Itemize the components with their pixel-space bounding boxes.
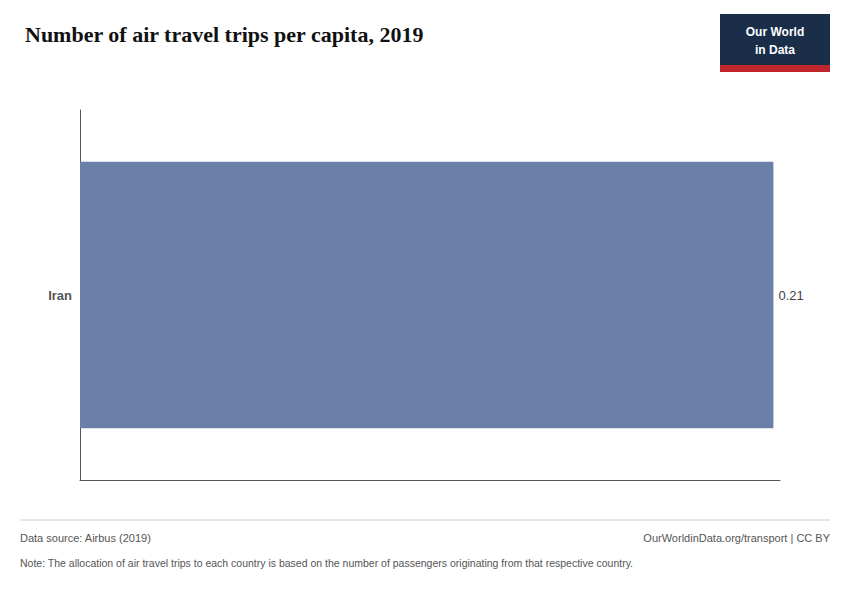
svg-text:Note: The allocation of air tr: Note: The allocation of air travel trips… xyxy=(20,557,633,569)
svg-text:0.21: 0.21 xyxy=(778,288,803,303)
svg-text:Number of air travel trips per: Number of air travel trips per capita, 2… xyxy=(25,22,423,47)
svg-text:Iran: Iran xyxy=(48,288,72,303)
svg-text:OurWorldinData.org/transport |: OurWorldinData.org/transport | CC BY xyxy=(643,532,830,544)
svg-text:in Data: in Data xyxy=(755,43,795,57)
svg-text:Our World: Our World xyxy=(746,25,804,39)
svg-text:Data source: Airbus (2019): Data source: Airbus (2019) xyxy=(20,532,151,544)
